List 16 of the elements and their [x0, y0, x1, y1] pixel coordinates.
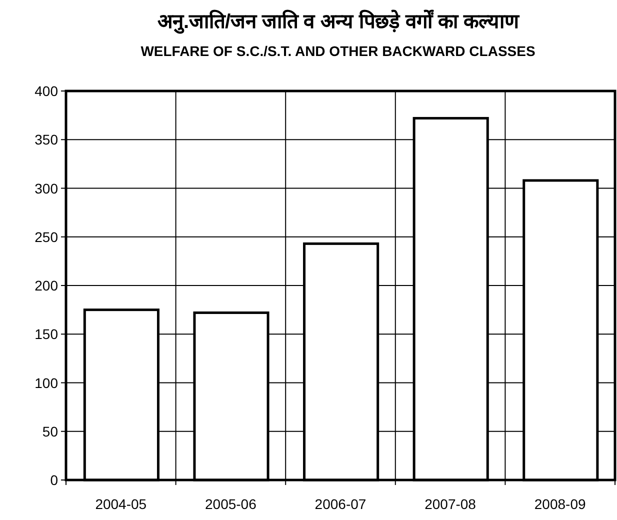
- y-tick-label: 100: [34, 374, 58, 391]
- x-tick-label: 2006-07: [314, 496, 366, 512]
- y-tick-label: 0: [50, 472, 58, 488]
- x-tick-label: 2008-09: [534, 496, 586, 512]
- y-tick-label: 50: [42, 423, 58, 440]
- y-tick-label: 300: [34, 180, 58, 196]
- y-tick-label: 150: [34, 326, 58, 342]
- y-tick-label: 350: [34, 132, 58, 148]
- y-tick-label: 400: [34, 83, 58, 99]
- x-tick-label: 2007-08: [424, 496, 476, 512]
- x-tick-label: 2005-06: [205, 496, 257, 512]
- chart-subtitle: WELFARE OF S.C./S.T. AND OTHER BACKWARD CLASSES: [140, 43, 536, 59]
- chart-title: अनु.जाति/जन जाति व अन्य पिछड़े वर्गों का कल्याण: [157, 9, 520, 34]
- x-tick-label: 2004-05: [95, 496, 147, 512]
- y-tick-label: 250: [34, 228, 58, 245]
- y-tick-label: 200: [34, 278, 58, 294]
